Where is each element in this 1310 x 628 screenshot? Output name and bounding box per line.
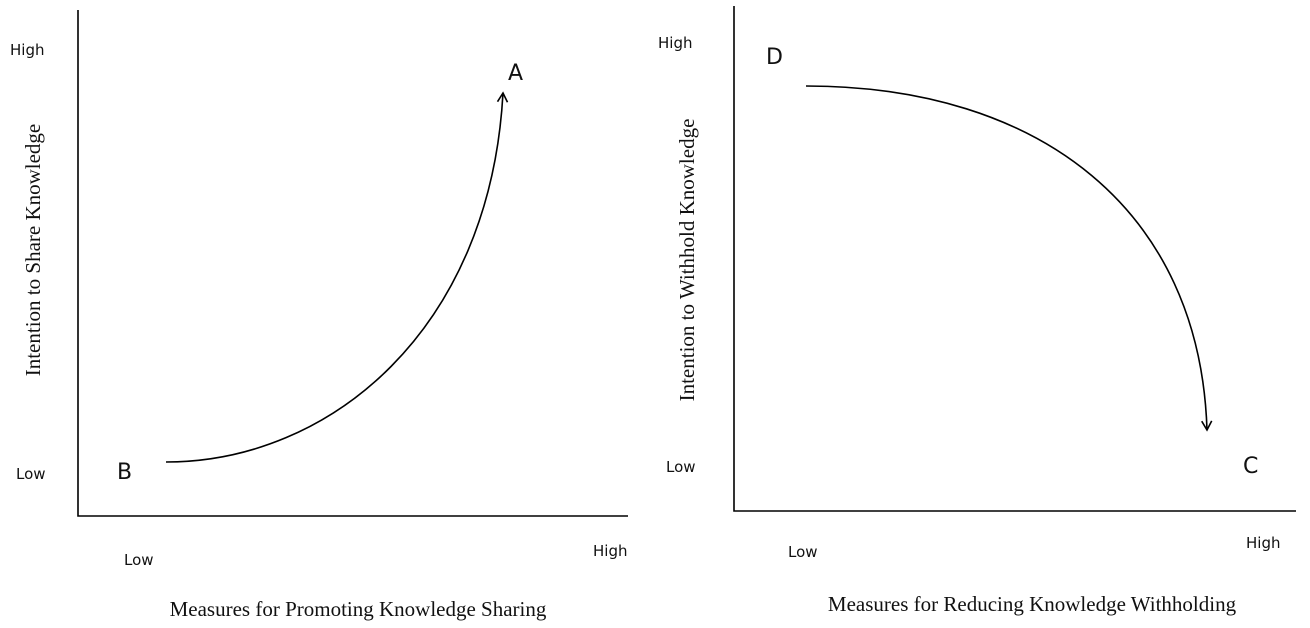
- y-low-label-share: Low: [16, 465, 46, 483]
- curve-d-to-c: [805, 85, 1213, 432]
- x-low-label-withhold: Low: [788, 543, 818, 561]
- y-low-label-withhold: Low: [666, 458, 696, 476]
- point-d-label: D: [766, 45, 783, 70]
- x-high-label-share: High: [593, 542, 627, 560]
- y-axis-title-withhold: Intention to Withhold Knowledge: [675, 119, 699, 402]
- point-c-label: C: [1243, 454, 1258, 479]
- axes-withhold: [733, 6, 1296, 512]
- y-axis-title-share: Intention to Share Knowledge: [21, 124, 45, 377]
- x-low-label-share: Low: [124, 551, 154, 569]
- x-axis-title-withhold: Measures for Reducing Knowledge Withhold…: [828, 592, 1237, 616]
- point-b-label: B: [117, 460, 132, 485]
- x-high-label-withhold: High: [1246, 534, 1280, 552]
- curve-b-to-a: [165, 91, 509, 463]
- axes-share: [77, 10, 628, 517]
- y-high-label-withhold: High: [658, 34, 692, 52]
- panel-withhold: High Low Low High Intention to Withhold …: [658, 6, 1296, 616]
- panel-share: High Low Low High Intention to Share Kno…: [10, 10, 628, 621]
- point-a-label: A: [508, 61, 523, 86]
- x-axis-title-share: Measures for Promoting Knowledge Sharing: [170, 597, 547, 621]
- y-high-label-share: High: [10, 41, 44, 59]
